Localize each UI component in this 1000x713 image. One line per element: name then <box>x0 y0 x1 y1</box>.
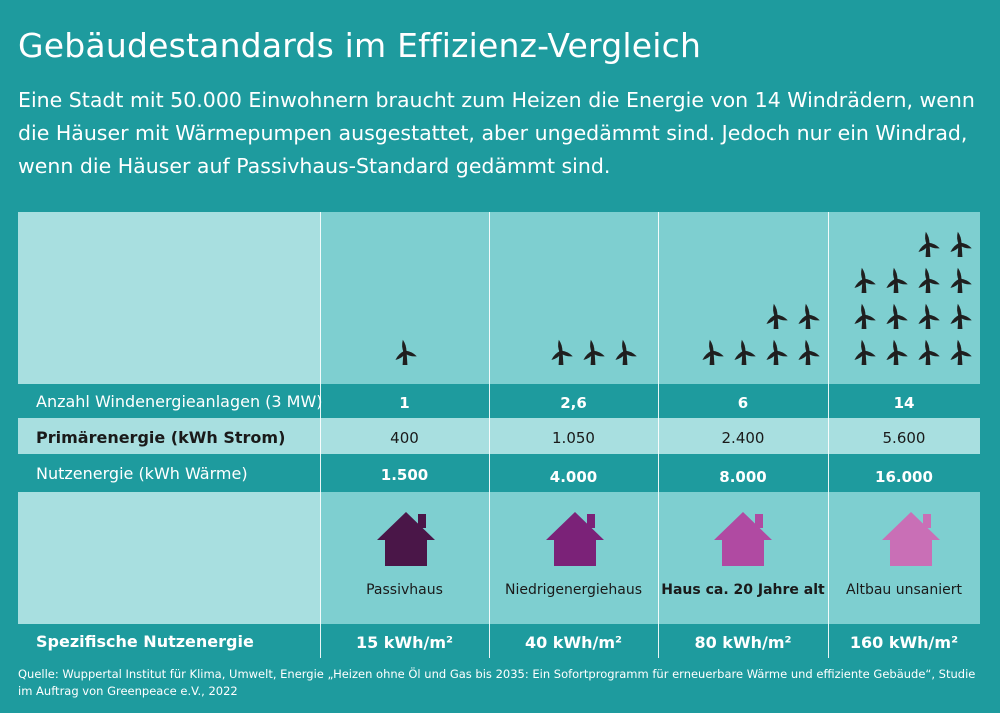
category-label-passivhaus: Passivhaus <box>366 582 443 598</box>
house-area-label-bg <box>18 492 320 624</box>
wind-turbine-icon <box>854 303 876 329</box>
wind-turbine-icon <box>766 303 788 329</box>
row-label-primary: Primärenergie (kWh Strom) <box>36 428 286 447</box>
house-icon <box>546 512 604 566</box>
house-icon <box>714 512 772 566</box>
row-label-turbines: Anzahl Windenergieanlagen (3 MW) <box>36 392 323 411</box>
page-title: Gebäudestandards im Effizienz-Vergleich <box>18 26 702 65</box>
value-useful-passivhaus: 1.500 <box>380 466 429 484</box>
turbine-icon-area <box>395 231 972 365</box>
wind-turbine-icon <box>886 303 908 329</box>
wind-turbine-icon <box>918 303 940 329</box>
value-specific-passivhaus: 15 kWh/m² <box>355 633 454 652</box>
wind-turbine-icon <box>854 267 876 293</box>
column-divider <box>320 212 321 658</box>
wind-turbine-icon <box>886 267 908 293</box>
value-turbines-altbau: 14 <box>893 394 915 412</box>
wind-turbine-icon <box>734 339 756 365</box>
wind-turbine-icon <box>886 339 908 365</box>
category-label-niedrigenergie: Niedrigenergiehaus <box>504 582 642 598</box>
row-band-specific <box>18 624 980 658</box>
row-band-turbines <box>18 384 980 418</box>
wind-turbine-icon <box>702 339 724 365</box>
wind-turbine-icon <box>918 231 940 257</box>
column-divider <box>828 212 829 658</box>
wind-turbine-icon <box>950 339 972 365</box>
house-icon <box>882 512 940 566</box>
value-useful-niedrigenergie: 4.000 <box>549 468 598 486</box>
wind-turbine-icon <box>551 339 573 365</box>
wind-turbine-icon <box>950 267 972 293</box>
house-icon <box>377 512 435 566</box>
subtitle: Eine Stadt mit 50.000 Einwohnern braucht… <box>18 88 975 178</box>
house-area-bg <box>320 492 980 624</box>
value-turbines-passivhaus: 1 <box>399 394 410 412</box>
value-primary-passivhaus: 400 <box>390 429 419 447</box>
wind-turbine-icon <box>615 339 637 365</box>
wind-turbine-icon <box>798 303 820 329</box>
value-primary-altbau: 5.600 <box>882 429 926 447</box>
value-turbines-20jahre: 6 <box>737 394 749 412</box>
wind-turbine-icon <box>854 339 876 365</box>
source-note: Quelle: Wuppertal Institut für Klima, Um… <box>18 667 976 698</box>
label-column-bg <box>18 212 320 384</box>
house-icon <box>377 512 435 566</box>
row-label-specific: Spezifische Nutzenergie <box>36 632 254 651</box>
value-turbines-niedrigenergie: 2,6 <box>560 394 587 412</box>
house-icon <box>882 512 940 566</box>
category-label-20jahre: Haus ca. 20 Jahre alt <box>661 582 825 598</box>
wind-turbine-icon <box>950 303 972 329</box>
comparison-table: Anzahl Windenergieanlagen (3 MW) Primäre… <box>18 212 980 658</box>
wind-turbine-icon <box>798 339 820 365</box>
category-label-altbau: Altbau unsaniert <box>846 582 962 598</box>
value-primary-20jahre: 2.400 <box>721 429 765 447</box>
wind-turbine-icon <box>950 231 972 257</box>
wind-turbine-icon <box>583 339 605 365</box>
wind-turbine-icon <box>395 339 417 365</box>
value-specific-niedrigenergie: 40 kWh/m² <box>524 633 623 652</box>
value-primary-niedrigenergie: 1.050 <box>552 429 595 447</box>
house-icon <box>546 512 604 566</box>
row-band-useful <box>18 454 980 492</box>
value-useful-20jahre: 8.000 <box>719 468 767 486</box>
wind-turbine-icon <box>918 339 940 365</box>
column-divider <box>489 212 490 658</box>
wind-turbine-icon <box>766 339 788 365</box>
value-specific-altbau: 160 kWh/m² <box>849 633 959 652</box>
wind-turbine-icon <box>918 267 940 293</box>
value-specific-20jahre: 80 kWh/m² <box>694 633 792 652</box>
column-divider <box>658 212 659 658</box>
row-label-useful: Nutzenergie (kWh Wärme) <box>36 464 248 483</box>
row-band-primary-data <box>320 418 980 454</box>
house-icon <box>714 512 772 566</box>
row-band-primary <box>18 418 320 454</box>
value-useful-altbau: 16.000 <box>875 468 933 486</box>
